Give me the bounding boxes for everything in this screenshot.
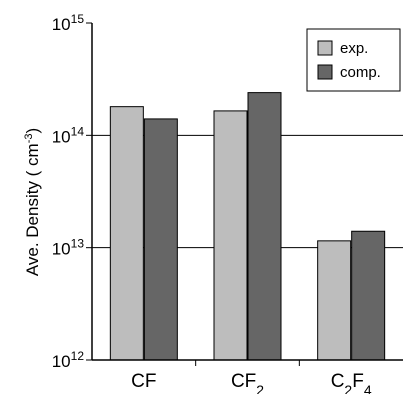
y-axis-label-sup: -3 (23, 134, 35, 144)
y-tick-label: 1013 (52, 237, 85, 259)
legend-box (306, 28, 401, 92)
x-tick-labels: CF CF2 C2F4 (131, 371, 372, 394)
bar-comp-2 (351, 230, 386, 361)
legend-swatch-exp (317, 40, 333, 56)
bar-exp-1 (213, 110, 248, 361)
bar-comp-0 (143, 118, 178, 361)
y-axis-label-tail: ) (23, 128, 42, 134)
y-tick-label: 1012 (52, 349, 85, 371)
y-tick-labels: 1012 1013 1014 1015 (52, 12, 85, 371)
x-tick-label: CF2 (231, 371, 264, 394)
bars (109, 92, 386, 361)
x-tick-label: C2F4 (331, 371, 372, 394)
axes (91, 23, 403, 366)
y-axis-label-text: Ave. Density ( cm (23, 143, 42, 276)
bar-exp-2 (317, 240, 352, 361)
legend-swatch-comp (317, 64, 333, 80)
bar-comp-1 (247, 92, 282, 361)
x-tick-label: CF (131, 371, 156, 392)
bar-exp-0 (109, 106, 144, 361)
legend-label-comp: comp. (340, 64, 381, 81)
y-tick-label: 1014 (52, 124, 85, 146)
y-tick-label: 1015 (52, 12, 85, 34)
legend: exp. comp. (306, 28, 401, 92)
legend-label-exp: exp. (340, 40, 368, 57)
y-axis-label: Ave. Density ( cm-3) (23, 128, 42, 276)
